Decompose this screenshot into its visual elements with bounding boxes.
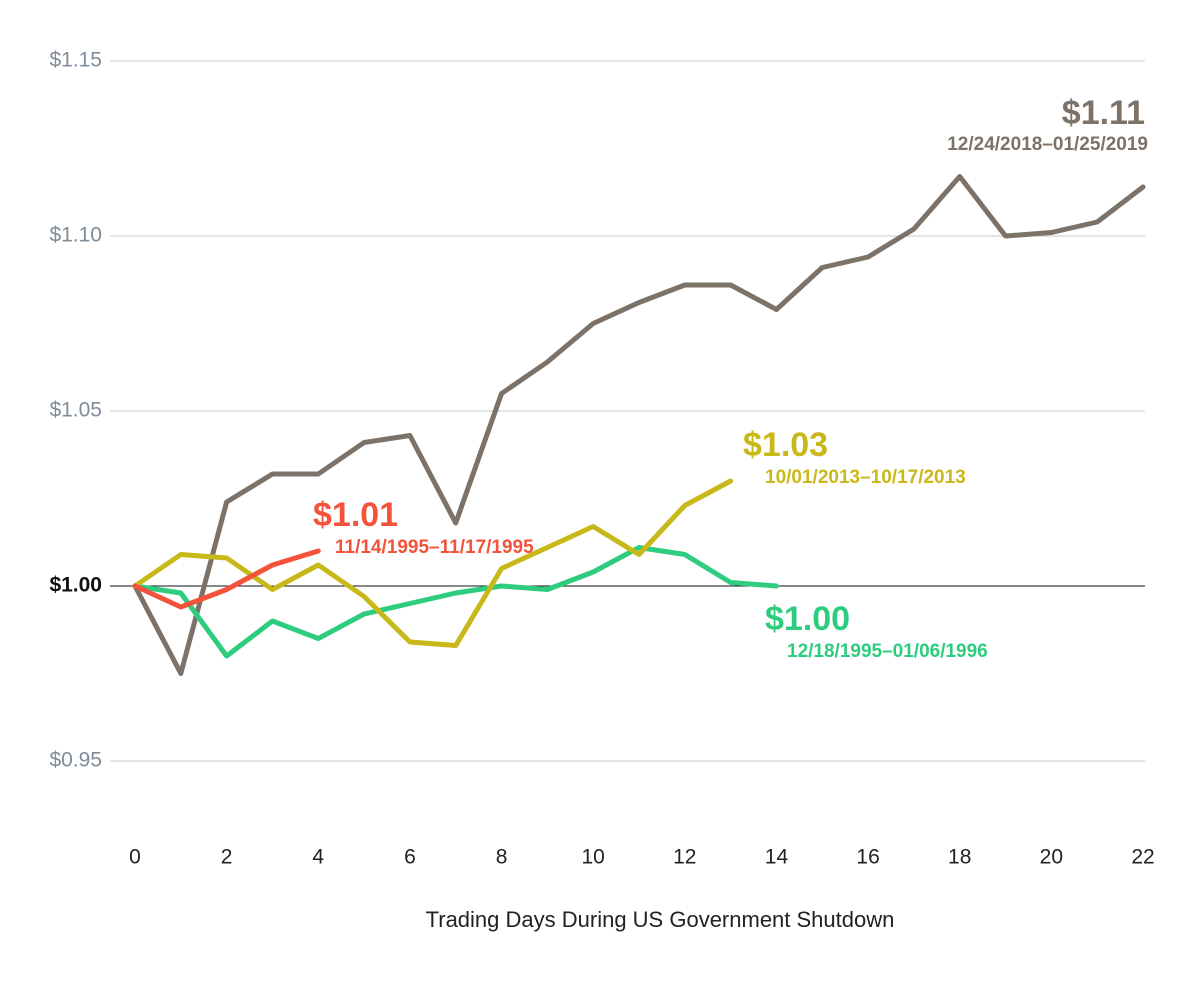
x-tick-label: 20: [1040, 846, 1063, 869]
y-tick-label: $1.00: [49, 574, 102, 597]
y-tick-label: $1.05: [49, 399, 102, 422]
series-line: [132, 545, 779, 659]
y-tick-label: $0.95: [49, 749, 102, 772]
x-tick-label: 6: [404, 846, 416, 869]
x-tick-label: 4: [312, 846, 324, 869]
series-annotation: $1.01: [313, 496, 398, 534]
x-tick-label: 22: [1131, 846, 1154, 869]
x-tick-label: 2: [221, 846, 233, 869]
series-line: [132, 478, 734, 648]
x-tick-label: 12: [673, 846, 696, 869]
x-tick-label: 10: [582, 846, 605, 869]
y-tick-label: $1.10: [49, 224, 102, 247]
x-axis-label: Trading Days During US Government Shutdo…: [426, 907, 895, 932]
series-annotation: $1.03: [743, 426, 828, 464]
series-name: 11/14/1995–11/17/1995: [335, 537, 534, 558]
series-name: 12/18/1995–01/06/1996: [787, 641, 988, 662]
x-tick-label: 14: [765, 846, 789, 869]
x-tick-label: 16: [856, 846, 879, 869]
series-annotation: $1.00: [765, 600, 850, 638]
series-line: [132, 174, 1146, 676]
x-tick-label: 0: [129, 846, 141, 869]
series-name: 10/01/2013–10/17/2013: [765, 467, 966, 488]
series-annotation: $1.11: [1062, 94, 1145, 132]
y-tick-label: $1.15: [49, 49, 102, 72]
x-tick-label: 8: [496, 846, 508, 869]
series-name: 12/24/2018–01/25/2019: [947, 134, 1148, 155]
x-tick-label: 18: [948, 846, 971, 869]
series-line: [132, 548, 321, 610]
